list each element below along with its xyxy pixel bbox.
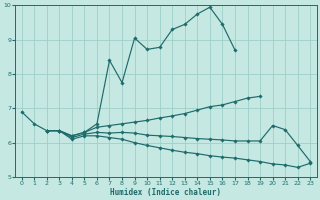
X-axis label: Humidex (Indice chaleur): Humidex (Indice chaleur) [110,188,221,197]
